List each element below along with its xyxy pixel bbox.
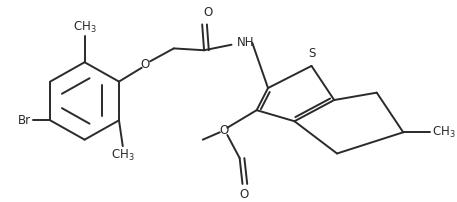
Text: CH$_3$: CH$_3$ xyxy=(431,125,455,140)
Text: CH$_3$: CH$_3$ xyxy=(111,148,135,163)
Text: O: O xyxy=(219,124,228,137)
Text: Br: Br xyxy=(18,114,31,127)
Text: CH$_3$: CH$_3$ xyxy=(73,19,96,35)
Text: O: O xyxy=(203,6,213,19)
Text: S: S xyxy=(308,47,315,60)
Text: O: O xyxy=(141,59,150,72)
Text: NH: NH xyxy=(237,36,255,49)
Text: O: O xyxy=(240,188,249,201)
